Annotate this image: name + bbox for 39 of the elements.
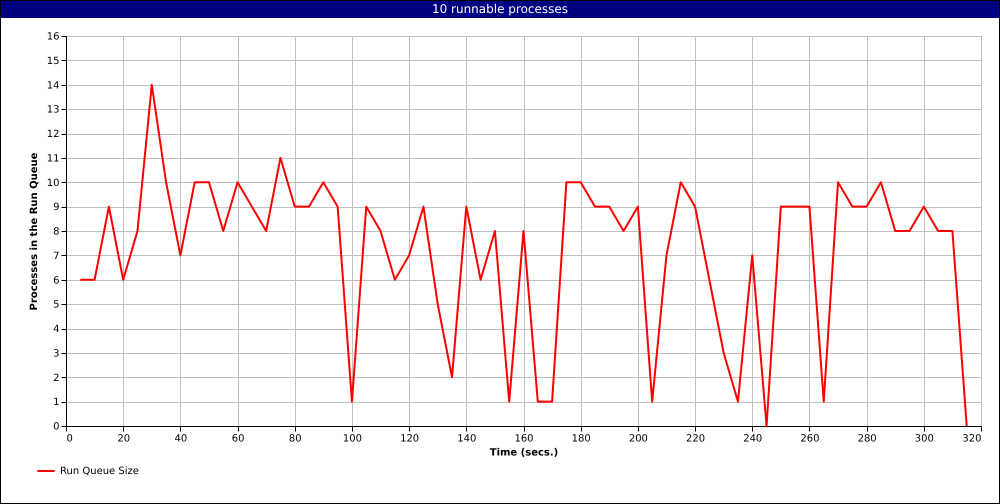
line-series — [79, 84, 968, 427]
x-tick-label: 240 — [743, 434, 762, 444]
y-tick-label: 13 — [46, 104, 60, 116]
x-tick-label: 20 — [117, 434, 130, 444]
y-tick-label: 3 — [53, 348, 60, 360]
chart-title: 10 runnable processes — [1, 1, 999, 18]
y-tick-label: 5 — [53, 300, 60, 311]
y-tick-label: 10 — [46, 178, 60, 189]
y-tick-label: 8 — [53, 226, 60, 238]
legend-label: Run Queue Size — [60, 466, 139, 477]
x-tick-label: 140 — [457, 434, 476, 444]
x-tick-label: 100 — [342, 434, 362, 444]
x-tick-label: 60 — [232, 434, 244, 444]
x-tick-label: 80 — [288, 434, 302, 444]
y-tick-label: 1 — [53, 397, 60, 408]
x-tick-label: 300 — [914, 434, 934, 444]
x-tick-label: 160 — [514, 434, 534, 444]
y-tick-label: 14 — [46, 80, 60, 92]
y-tick-label: 15 — [46, 56, 60, 67]
x-tick-label: 320 — [962, 434, 982, 444]
y-tick-label: 6 — [53, 275, 60, 286]
y-tick-label: 2 — [53, 372, 60, 384]
x-tick-label: 180 — [572, 434, 591, 444]
y-tick-label: 9 — [53, 202, 60, 214]
y-tick-label: 4 — [53, 324, 60, 335]
y-tick-label: 0 — [53, 422, 60, 432]
x-tick-label: 40 — [174, 434, 188, 444]
x-tick-label: 200 — [628, 434, 648, 444]
x-tick-label: 220 — [686, 434, 706, 444]
x-tick-label: 280 — [858, 434, 877, 444]
y-tick-label: 12 — [46, 129, 60, 140]
x-tick-label: 0 — [66, 434, 73, 444]
y-tick-label: 11 — [46, 153, 60, 164]
y-tick-label: 16 — [46, 32, 60, 42]
x-tick-label: 120 — [400, 434, 420, 444]
y-tick-label: 7 — [53, 250, 60, 262]
x-tick-label: 260 — [800, 434, 820, 444]
x-axis-title: Time (secs.) — [490, 448, 558, 458]
y-axis-title: Processes in the Run Queue — [28, 152, 40, 310]
